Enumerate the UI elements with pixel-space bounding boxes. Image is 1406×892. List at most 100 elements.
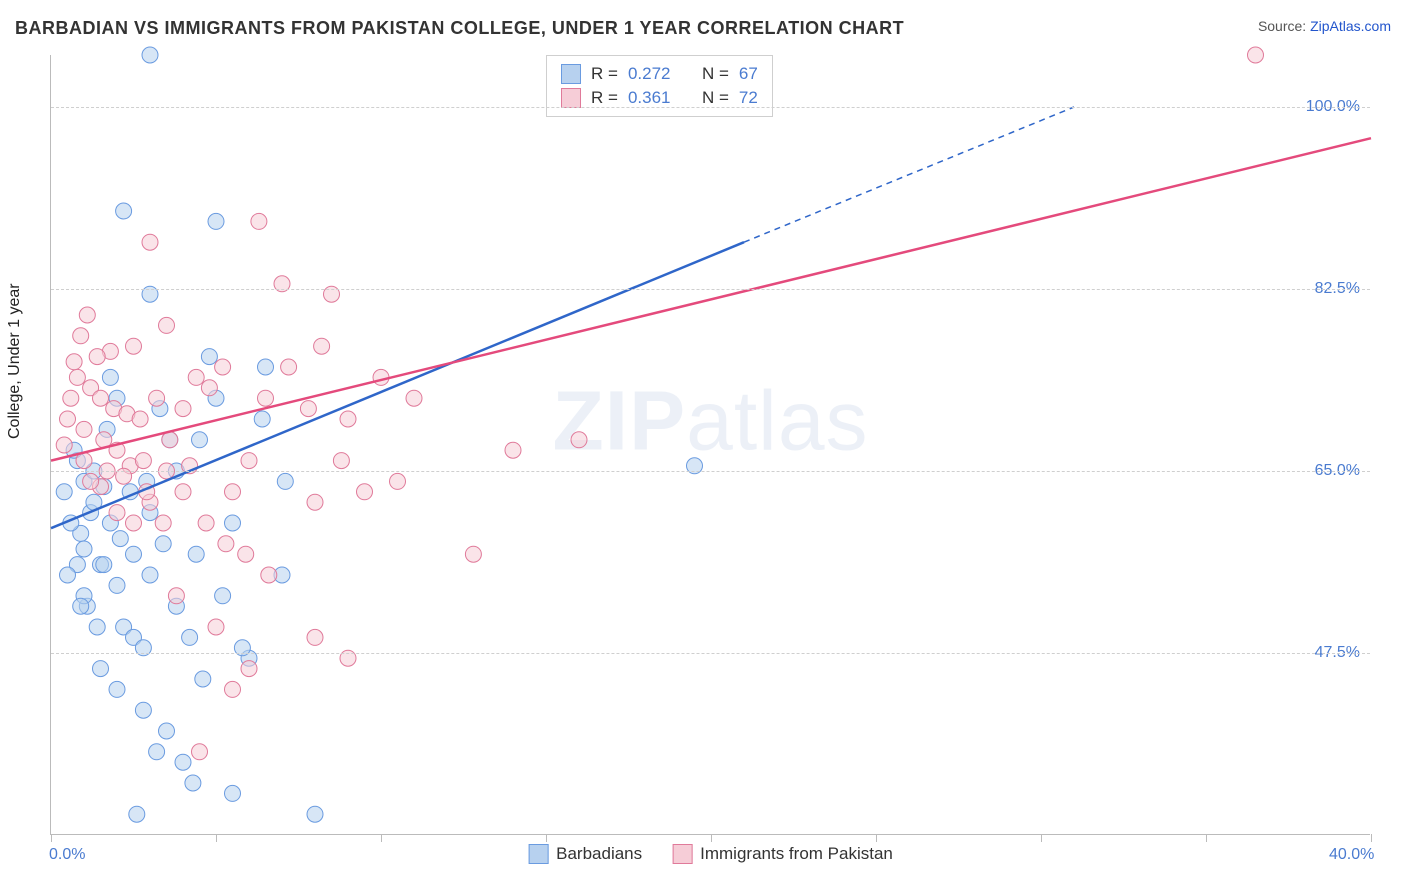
data-point [201,380,217,396]
data-point [142,234,158,250]
data-point [56,484,72,500]
x-tick [51,834,52,842]
data-point [357,484,373,500]
data-point [149,390,165,406]
data-point [225,515,241,531]
data-point [132,411,148,427]
data-point [109,505,125,521]
data-point [208,619,224,635]
chart-title: BARBADIAN VS IMMIGRANTS FROM PAKISTAN CO… [15,18,904,39]
data-point [96,557,112,573]
source-link[interactable]: ZipAtlas.com [1310,18,1391,34]
data-point [112,531,128,547]
legend-n-value: 72 [739,88,758,108]
series-legend-label: Barbadians [556,844,642,864]
data-point [225,681,241,697]
chart-header: BARBADIAN VS IMMIGRANTS FROM PAKISTAN CO… [15,18,1391,39]
data-point [73,598,89,614]
data-point [218,536,234,552]
data-point [89,349,105,365]
data-point [258,390,274,406]
data-point [135,453,151,469]
data-point [208,213,224,229]
data-point [63,390,79,406]
data-point [215,588,231,604]
data-point [571,432,587,448]
legend-n-value: 67 [739,64,758,84]
x-tick [546,834,547,842]
data-point [182,629,198,645]
data-point [314,338,330,354]
data-point [307,494,323,510]
data-point [102,369,118,385]
data-point [241,453,257,469]
data-point [155,536,171,552]
data-point [66,354,82,370]
data-point [241,661,257,677]
gridline [51,471,1370,472]
legend-r-label: R = [591,64,618,84]
data-point [333,453,349,469]
data-point [142,47,158,63]
data-point [69,369,85,385]
legend-r-value: 0.272 [628,64,686,84]
data-point [129,806,145,822]
data-point [188,369,204,385]
legend-r-label: R = [591,88,618,108]
data-point [168,588,184,604]
x-tick [876,834,877,842]
source-prefix: Source: [1258,18,1310,34]
data-point [258,359,274,375]
data-point [175,401,191,417]
data-point [406,390,422,406]
gridline [51,289,1370,290]
data-point [89,619,105,635]
series-legend-label: Immigrants from Pakistan [700,844,893,864]
gridline [51,107,1370,108]
data-point [261,567,277,583]
x-tick-label: 40.0% [1329,846,1374,864]
x-tick [1371,834,1372,842]
x-tick-label: 0.0% [49,846,85,864]
data-point [390,473,406,489]
legend-n-label: N = [702,64,729,84]
data-point [56,437,72,453]
data-point [201,349,217,365]
series-legend-item: Immigrants from Pakistan [672,844,893,864]
data-point [195,671,211,687]
data-point [175,754,191,770]
data-point [109,577,125,593]
data-point [116,203,132,219]
y-axis-label: College, Under 1 year [6,283,24,439]
legend-swatch [528,844,548,864]
data-point [76,421,92,437]
data-point [307,806,323,822]
data-point [73,328,89,344]
data-point [93,661,109,677]
legend-row: R = 0.272 N = 67 [561,62,758,86]
data-point [1248,47,1264,63]
data-point [465,546,481,562]
data-point [300,401,316,417]
data-point [188,546,204,562]
gridline [51,653,1370,654]
data-point [142,567,158,583]
data-point [159,317,175,333]
data-point [83,473,99,489]
data-point [79,307,95,323]
chart-plot-area: ZIPatlas R =0.272N = 67R =0.361N = 72 Ba… [50,55,1370,835]
data-point [93,390,109,406]
data-point [215,359,231,375]
series-legend: Barbadians Immigrants from Pakistan [528,844,893,864]
data-point [175,484,191,500]
data-point [192,432,208,448]
data-point [238,546,254,562]
data-point [277,473,293,489]
data-point [225,785,241,801]
data-point [155,515,171,531]
data-point [76,541,92,557]
x-tick [711,834,712,842]
x-tick [1041,834,1042,842]
chart-source: Source: ZipAtlas.com [1258,18,1391,34]
data-point [340,411,356,427]
